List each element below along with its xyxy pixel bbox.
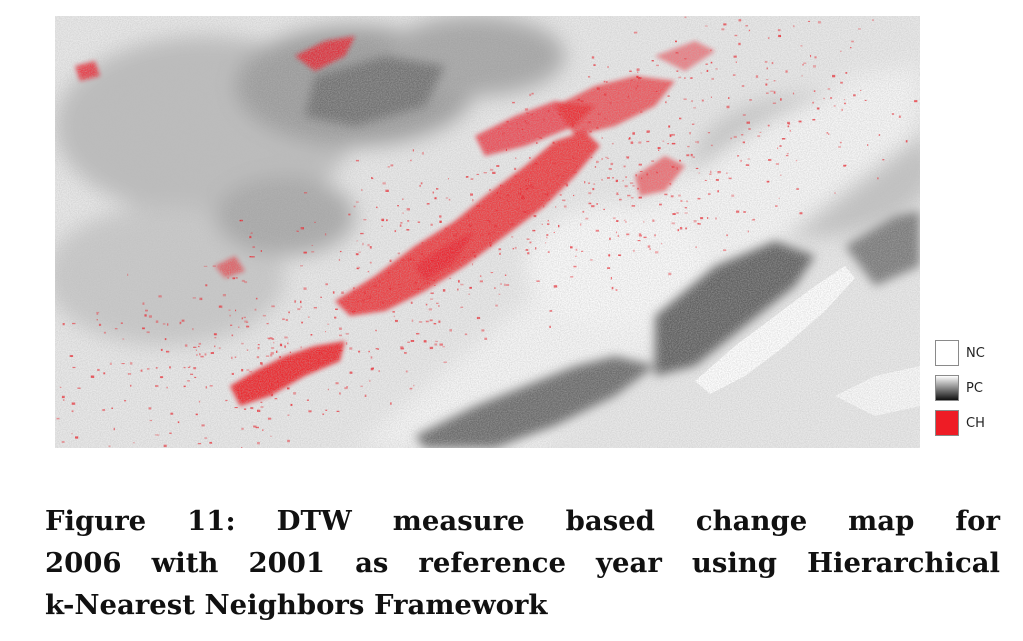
legend-label-ch: CH [966,415,985,431]
legend-label-pc: PC [966,380,983,396]
caption-line-1: Figure 11: DTW measure based change map … [45,505,1000,537]
legend-swatch-pc [935,375,959,401]
caption-line-2: 2006 with 2001 as reference year using H… [45,547,1000,579]
change-map-image [55,16,920,448]
legend-item-nc: NC [935,340,985,366]
change-map [55,16,920,448]
legend: NC PC CH [935,340,1015,440]
terrain-texture [55,16,920,448]
legend-label-nc: NC [966,345,985,361]
caption-line-3: k-Nearest Neighbors Framework [45,589,548,621]
legend-swatch-ch [935,410,959,436]
legend-item-pc: PC [935,375,983,401]
legend-swatch-nc [935,340,959,366]
figure-caption: Figure 11: DTW measure based change map … [45,500,1000,626]
legend-item-ch: CH [935,410,985,436]
